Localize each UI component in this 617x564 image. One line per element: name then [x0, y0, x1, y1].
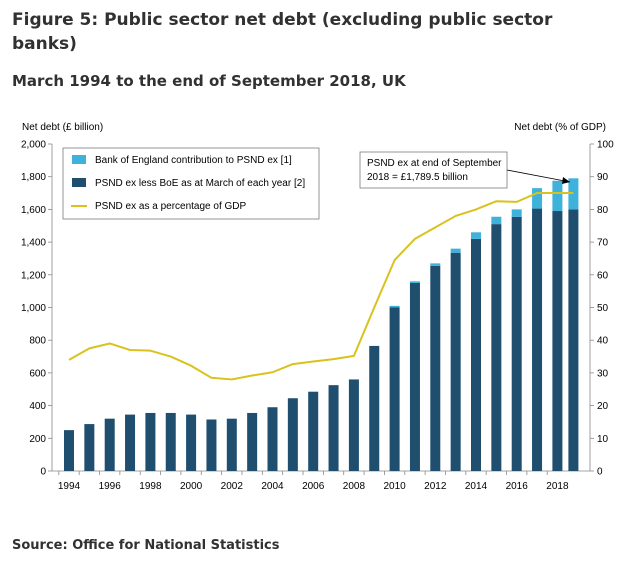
bar-psnd-less-boe [308, 391, 319, 471]
left-tick-label: 400 [29, 401, 46, 412]
left-axis-label: Net debt (£ billion) [22, 122, 103, 133]
bar-psnd-less-boe [511, 216, 522, 471]
bar-psnd-less-boe [328, 385, 339, 471]
gdp-percentage-line [68, 192, 574, 381]
left-tick-label: 1,400 [21, 238, 46, 249]
right-tick-label: 40 [597, 336, 609, 347]
bar-psnd-less-boe [125, 414, 136, 471]
bar-psnd-less-boe [409, 282, 420, 471]
x-tick-label: 2012 [424, 481, 447, 492]
annotation-line-1: PSND ex at end of September [367, 158, 502, 169]
bar-psnd-less-boe [104, 418, 115, 471]
right-tick-label: 80 [597, 205, 609, 216]
bar-psnd-less-boe [226, 418, 237, 471]
left-tick-label: 800 [29, 336, 46, 347]
x-tick-label: 2008 [343, 481, 366, 492]
bar-boe-contribution [471, 232, 481, 239]
x-tick-label: 2010 [383, 481, 406, 492]
bar-psnd-less-boe [471, 238, 481, 471]
legend-swatch-psnd [72, 178, 86, 187]
right-tick-label: 70 [597, 238, 609, 249]
right-tick-label: 100 [597, 140, 614, 151]
left-tick-label: 200 [29, 434, 46, 445]
left-tick-label: 1,800 [21, 172, 46, 183]
bar-psnd-less-boe [165, 412, 176, 471]
bar-psnd-less-boe [532, 208, 543, 471]
bar-psnd-less-boe [84, 424, 95, 471]
bar-psnd-less-boe [348, 379, 359, 471]
legend-label-boe: Bank of England contribution to PSND ex … [95, 155, 292, 166]
x-tick-label: 2018 [546, 481, 569, 492]
x-tick-label: 2016 [506, 481, 529, 492]
legend-box [62, 147, 320, 220]
bar-psnd-less-boe [206, 419, 217, 471]
legend-label-psnd: PSND ex less BoE as at March of each yea… [95, 178, 305, 189]
source-note: Source: Office for National Statistics [12, 538, 280, 553]
annotation-arrowhead [562, 177, 570, 184]
annotation-arrow [506, 169, 571, 183]
right-tick-label: 50 [597, 303, 609, 314]
bar-boe-contribution [430, 263, 441, 266]
x-tick-label: 1998 [139, 481, 162, 492]
x-tick-label: 2000 [180, 481, 203, 492]
legend-label-gdp: PSND ex as a percentage of GDP [95, 201, 247, 212]
left-tick-label: 2,000 [21, 140, 46, 151]
left-tick-label: 1,000 [21, 303, 46, 314]
x-tick-label: 1996 [99, 481, 122, 492]
bar-psnd-less-boe [552, 211, 563, 471]
annotation-line-2: 2018 = £1,789.5 billion [367, 172, 468, 183]
right-tick-label: 30 [597, 368, 609, 379]
left-tick-label: 1,200 [21, 270, 46, 281]
left-tick-label: 0 [40, 467, 46, 478]
x-tick-label: 2014 [465, 481, 488, 492]
right-tick-label: 60 [597, 270, 609, 281]
bar-psnd-less-boe [568, 209, 579, 471]
bar-boe-contribution [409, 281, 420, 283]
annotation: PSND ex at end of September 2018 = £1,78… [359, 151, 571, 189]
bar-psnd-less-boe [430, 265, 441, 471]
bar-psnd-less-boe [64, 430, 74, 471]
bar-psnd-less-boe [186, 414, 197, 471]
bar-psnd-less-boe [389, 307, 400, 471]
legend: Bank of England contribution to PSND ex … [62, 147, 320, 220]
bar-boe-contribution [532, 188, 543, 209]
bar-boe-contribution [450, 248, 461, 253]
right-axis-label: Net debt (% of GDP) [514, 122, 606, 133]
x-tick-label: 2004 [261, 481, 284, 492]
bar-psnd-less-boe [247, 412, 258, 471]
x-tick-label: 2006 [302, 481, 325, 492]
bar-boe-contribution [552, 180, 563, 212]
bar-psnd-less-boe [267, 407, 278, 471]
bar-psnd-less-boe [369, 345, 380, 471]
left-tick-label: 1,600 [21, 205, 46, 216]
chart-subtitle: March 1994 to the end of September 2018,… [12, 72, 406, 90]
bar-boe-contribution [511, 209, 522, 217]
annotation-box [359, 151, 508, 189]
right-tick-label: 90 [597, 172, 609, 183]
legend-swatch-boe [72, 155, 86, 164]
right-tick-label: 10 [597, 434, 609, 445]
x-tick-label: 1994 [58, 481, 81, 492]
bar-psnd-less-boe [287, 398, 298, 471]
bar-psnd-less-boe [450, 252, 461, 471]
plot-area: 02004006008001,0001,2001,4001,6001,8002,… [21, 140, 614, 493]
right-tick-label: 20 [597, 401, 609, 412]
left-tick-label: 600 [29, 368, 46, 379]
bar-boe-contribution [389, 305, 400, 308]
bar-boe-contribution [491, 216, 502, 225]
bar-psnd-less-boe [491, 224, 502, 471]
bar-psnd-less-boe [145, 412, 156, 471]
chart-title: Figure 5: Public sector net debt (exclud… [12, 10, 553, 54]
right-tick-label: 0 [597, 467, 603, 478]
x-tick-label: 2002 [221, 481, 244, 492]
